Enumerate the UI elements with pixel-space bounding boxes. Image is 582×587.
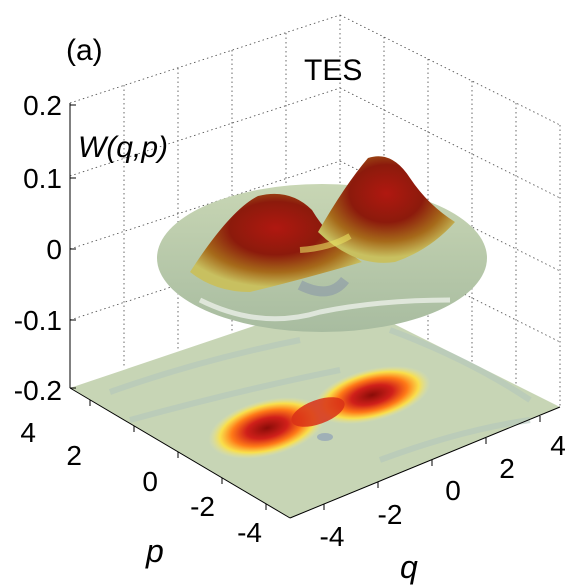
z-tick-label: -0.1 — [14, 305, 62, 336]
p-tick-label: -4 — [237, 517, 262, 548]
p-tick-label: 2 — [66, 440, 82, 471]
q-tick-label: 4 — [550, 430, 566, 461]
z-tick-label: 0.1 — [23, 163, 62, 194]
q-tick-label: -4 — [320, 521, 345, 552]
z-tick-labels: 0.2 0.1 0 -0.1 -0.2 — [14, 90, 62, 406]
q-axis-label: q — [400, 549, 418, 585]
q-tick-label: 0 — [445, 475, 461, 506]
wigner-surface — [157, 156, 487, 332]
q-tick-label: 2 — [499, 453, 515, 484]
p-tick-label: -2 — [190, 491, 215, 522]
axes — [69, 103, 561, 519]
p-tick-label: 4 — [20, 417, 36, 448]
panel-label: (a) — [66, 34, 103, 67]
z-axis-label: W(q,p) — [78, 131, 168, 164]
p-axis-label: p — [145, 533, 164, 569]
q-tick-labels: -4 -2 0 2 4 — [320, 430, 566, 552]
z-tick-label: 0 — [46, 234, 62, 265]
z-tick-label: 0.2 — [23, 90, 62, 121]
z-tick-label: -0.2 — [14, 375, 62, 406]
p-tick-labels: 4 2 0 -2 -4 — [20, 417, 262, 548]
p-tick-label: 0 — [142, 466, 158, 497]
q-tick-label: -2 — [378, 499, 403, 530]
floor-projection — [70, 297, 560, 518]
chart-title: TES — [304, 54, 362, 87]
